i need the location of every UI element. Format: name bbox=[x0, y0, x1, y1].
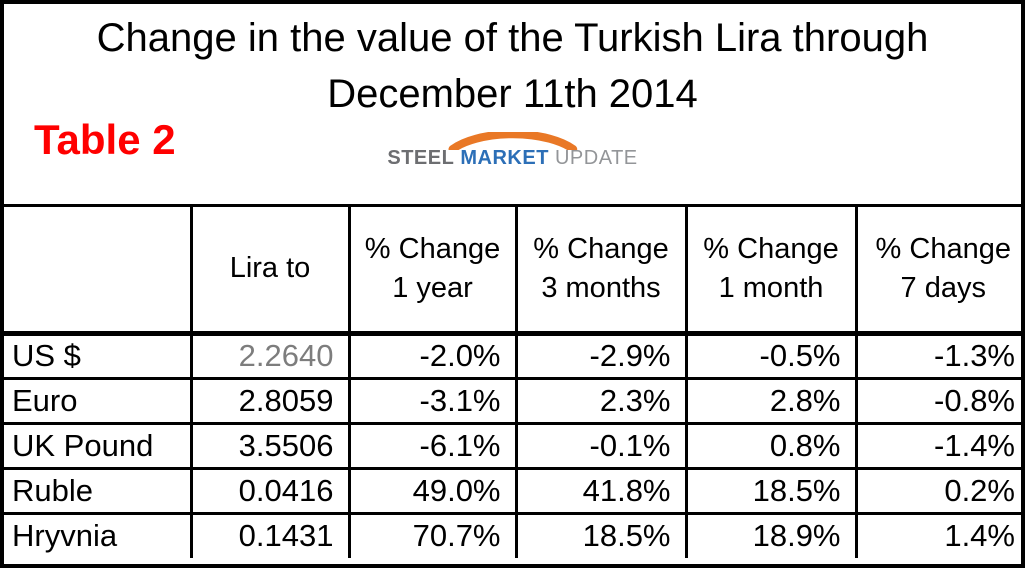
table-cell: 18.5% bbox=[514, 511, 688, 558]
table-cell: 2.8059 bbox=[189, 376, 351, 425]
table-cell: -0.8% bbox=[854, 376, 1021, 425]
smu-logo: STEEL MARKET UPDATE bbox=[387, 132, 637, 170]
table-cell: -1.4% bbox=[854, 421, 1021, 470]
table-cell: 0.1431 bbox=[189, 511, 351, 558]
row-label-ruble: Ruble bbox=[4, 466, 193, 515]
table-row: Ruble 0.0416 49.0% 41.8% 18.5% 0.2% bbox=[4, 466, 1021, 515]
table-cell: 70.7% bbox=[347, 511, 518, 558]
header-text: 3 months bbox=[541, 271, 661, 304]
logo-word-update: UPDATE bbox=[554, 147, 638, 169]
header-text: % Change bbox=[703, 232, 839, 265]
header-text: 7 days bbox=[900, 271, 986, 304]
row-label-us-dollar: US $ bbox=[4, 331, 193, 380]
table-cell: -6.1% bbox=[347, 421, 518, 470]
header-row: Lira to % Change 1 year % Change 3 month… bbox=[4, 207, 1021, 336]
table-cell: 0.2% bbox=[854, 466, 1021, 515]
header-text: 1 month bbox=[718, 271, 824, 304]
logo-wordmark: STEEL MARKET UPDATE bbox=[387, 147, 637, 170]
title-line-1: Change in the value of the Turkish Lira … bbox=[96, 16, 929, 60]
table-cell: 2.2640 bbox=[189, 331, 351, 380]
table-cell: 2.3% bbox=[514, 376, 688, 425]
table-cell: 41.8% bbox=[514, 466, 688, 515]
column-header-change-1-month: % Change 1 month bbox=[684, 207, 858, 336]
table-cell: 0.8% bbox=[684, 421, 858, 470]
header-text: % Change bbox=[875, 232, 1011, 265]
row-label-uk-pound: UK Pound bbox=[4, 421, 193, 470]
table-cell: 0.0416 bbox=[189, 466, 351, 515]
table-cell: -0.5% bbox=[684, 331, 858, 380]
header-text: % Change bbox=[533, 232, 669, 265]
column-header-change-1-year: % Change 1 year bbox=[347, 207, 518, 336]
title-line-2: December 11th 2014 bbox=[327, 72, 698, 116]
column-header-change-7-days: % Change 7 days bbox=[854, 207, 1021, 336]
column-header-change-3-months: % Change 3 months bbox=[514, 207, 688, 336]
table-cell: 1.4% bbox=[854, 511, 1021, 558]
column-header-lira-to: Lira to bbox=[189, 207, 351, 336]
header-text: Lira to bbox=[229, 252, 311, 285]
table-cell: -2.0% bbox=[347, 331, 518, 380]
lira-change-table: Lira to % Change 1 year % Change 3 month… bbox=[4, 207, 1021, 558]
page-title: Change in the value of the Turkish Lira … bbox=[4, 4, 1021, 122]
table-cell: 49.0% bbox=[347, 466, 518, 515]
table-cell: -3.1% bbox=[347, 376, 518, 425]
row-label-euro: Euro bbox=[4, 376, 193, 425]
row-label-hryvnia: Hryvnia bbox=[4, 511, 193, 558]
table-row: US $ 2.2640 -2.0% -2.9% -0.5% -1.3% bbox=[4, 331, 1021, 380]
logo-word-market: MARKET bbox=[460, 147, 549, 169]
table-cell: -2.9% bbox=[514, 331, 688, 380]
table-cell: -1.3% bbox=[854, 331, 1021, 380]
table-cell: 3.5506 bbox=[189, 421, 351, 470]
header-text: 1 year bbox=[392, 271, 473, 304]
logo-swoosh-icon bbox=[448, 132, 577, 150]
table-cell: 2.8% bbox=[684, 376, 858, 425]
table-label: Table 2 bbox=[34, 116, 176, 163]
table-row: Hryvnia 0.1431 70.7% 18.5% 18.9% 1.4% bbox=[4, 511, 1021, 558]
table-cell: -0.1% bbox=[514, 421, 688, 470]
column-header-currency bbox=[4, 207, 193, 336]
header-text: % Change bbox=[364, 232, 501, 265]
title-area: Change in the value of the Turkish Lira … bbox=[4, 4, 1021, 207]
table-cell: 18.9% bbox=[684, 511, 858, 558]
table-row: Euro 2.8059 -3.1% 2.3% 2.8% -0.8% bbox=[4, 376, 1021, 425]
table-cell: 18.5% bbox=[684, 466, 858, 515]
logo-word-steel: STEEL bbox=[387, 147, 455, 169]
table-row: UK Pound 3.5506 -6.1% -0.1% 0.8% -1.4% bbox=[4, 421, 1021, 470]
